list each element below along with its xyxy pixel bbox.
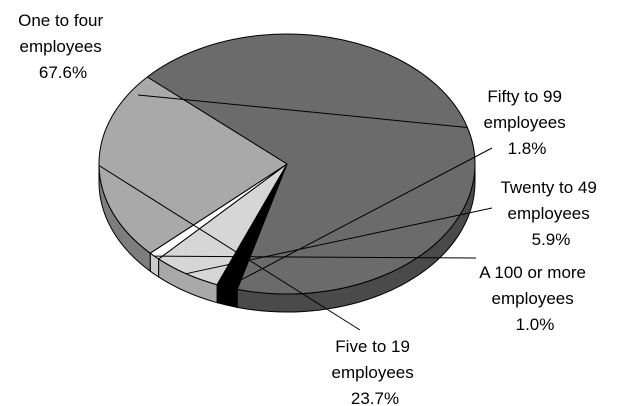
leader-100-or-more — [154, 255, 477, 259]
label-fifty-to-99: Fifty to 99 employees 1.8% — [484, 87, 571, 158]
label-five-to-19: Five to 19 employees 23.7% — [332, 337, 419, 406]
leader-twenty-to-49 — [185, 207, 493, 275]
label-twenty-to-49: Twenty to 49 employees 5.9% — [500, 178, 601, 249]
label-100-or-more: A 100 or more employees 1.0% — [479, 263, 591, 334]
leader-lines — [98, 94, 493, 331]
leader-one-to-four — [137, 94, 468, 128]
leader-fifty-to-99 — [226, 147, 493, 288]
pie-slices — [98, 33, 476, 295]
label-one-to-four: One to four employees 67.6% — [18, 11, 108, 82]
leader-five-to-19 — [98, 165, 361, 331]
